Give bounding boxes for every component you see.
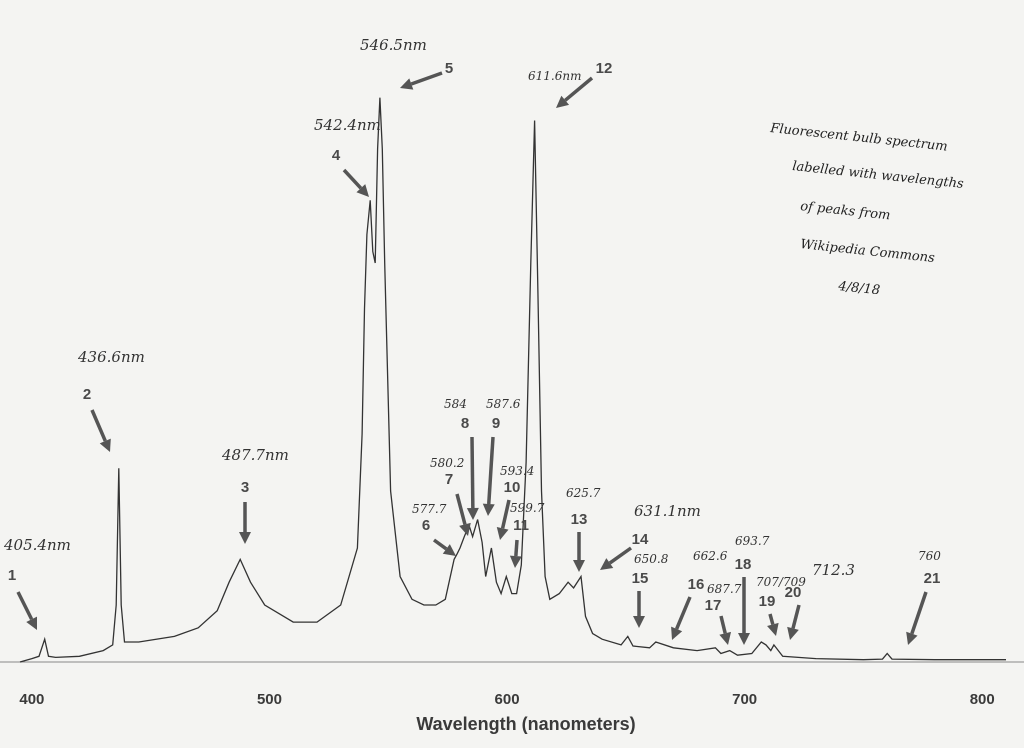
peak-number: 21 — [924, 570, 941, 587]
peak-wavelength-label: 650.8 — [634, 552, 669, 566]
x-tick-label: 400 — [19, 691, 44, 708]
peak-arrow — [719, 615, 727, 634]
peak-number: 2 — [83, 386, 91, 403]
peak-number: 13 — [571, 511, 588, 528]
peak-number: 18 — [735, 556, 752, 573]
peak-arrow — [791, 604, 801, 629]
peak-wavelength-label: 405.4nm — [3, 536, 71, 554]
handwritten-note: Fluorescent bulb spectrum labelled with w… — [769, 121, 965, 298]
peak-wavelength-label: 662.6 — [693, 549, 728, 563]
peak-number: 4 — [332, 147, 341, 164]
peak-arrow-head — [671, 626, 683, 640]
peak-number: 9 — [492, 415, 500, 432]
peak-arrow — [768, 613, 775, 625]
x-tick-label: 800 — [970, 691, 995, 708]
peak-arrow-head — [26, 616, 37, 630]
peak-arrow-head — [787, 626, 799, 640]
peak-wavelength-label: 436.6nm — [77, 348, 145, 366]
peak-number: 3 — [241, 479, 249, 496]
peak-number: 16 — [688, 576, 705, 593]
peak-arrow — [675, 596, 692, 630]
peak-wavelength-label: 584 — [444, 397, 467, 411]
peak-number: 12 — [596, 60, 613, 77]
peak-number: 14 — [632, 531, 649, 548]
peak-arrow — [432, 538, 448, 551]
peak-arrow-head — [509, 555, 522, 568]
peak-arrow — [470, 436, 475, 509]
x-tick-label: 600 — [495, 691, 520, 708]
peak-wavelength-label: 760 — [918, 549, 941, 563]
peak-wavelength-label: 580.2 — [430, 456, 464, 470]
peak-arrow-head — [719, 631, 732, 645]
x-axis-label: Wavelength (nanometers) — [416, 714, 635, 734]
peak-arrow — [514, 539, 519, 557]
peak-number: 1 — [8, 567, 16, 584]
peak-arrow-head — [556, 95, 570, 108]
peak-number: 5 — [445, 60, 453, 77]
peak-arrow-head — [496, 526, 509, 540]
peak-arrow — [500, 499, 511, 529]
peak-wavelength-label: 587.6 — [486, 397, 521, 411]
peak-arrow — [16, 591, 34, 621]
peak-arrow-head — [400, 78, 414, 90]
peak-number: 8 — [461, 415, 469, 432]
peak-arrow-head — [459, 522, 471, 536]
peak-wavelength-label: 546.5nm — [360, 36, 427, 54]
peak-wavelength-label: 631.1nm — [634, 502, 701, 520]
peak-number: 11 — [513, 517, 529, 534]
peak-number: 17 — [705, 597, 722, 614]
peak-wavelength-label: 577.7 — [412, 502, 447, 516]
peak-arrow-head — [442, 544, 456, 556]
x-tick-label: 500 — [257, 691, 282, 708]
peak-wavelength-label: 611.6nm — [528, 69, 581, 83]
peak-arrow-head — [573, 560, 585, 572]
peak-arrow-head — [466, 507, 479, 520]
peak-wavelength-label: 599.7 — [510, 501, 545, 515]
peak-number: 7 — [445, 471, 453, 488]
peak-arrow-head — [239, 532, 251, 544]
peak-wavelength-label: 693.7 — [735, 534, 770, 548]
peak-arrow — [910, 591, 928, 635]
peak-annotations: 405.4nm 1 436.6nm 2 487.7nm 3 542.4nm 4 546.5nm 5… — [3, 36, 941, 645]
peak-arrow — [342, 168, 363, 190]
peak-arrow-head — [356, 184, 369, 197]
peak-wavelength-label: 625.7 — [566, 486, 601, 500]
peak-arrow-head — [767, 622, 779, 636]
note-line: Fluorescent bulb spectrum — [769, 121, 949, 155]
note-line: of peaks from — [800, 199, 891, 223]
peak-wavelength-label: 593.4 — [500, 464, 534, 478]
peak-number: 10 — [504, 479, 521, 496]
peak-wavelength-label: 712.3 — [812, 561, 855, 579]
peak-arrow-head — [600, 558, 614, 570]
peak-number: 6 — [422, 517, 430, 534]
peak-arrow — [487, 436, 495, 505]
peak-arrow-head — [633, 616, 645, 628]
peak-arrow — [455, 493, 467, 525]
peak-number: 20 — [785, 584, 802, 601]
x-tick-label: 700 — [732, 691, 757, 708]
peak-wavelength-label: 687.7 — [707, 582, 742, 596]
note-line: 4/8/18 — [837, 279, 881, 298]
peak-arrow-head — [99, 438, 111, 452]
peak-number: 15 — [632, 570, 649, 587]
peak-wavelength-label: 707/709 — [756, 575, 806, 589]
peak-number: 19 — [759, 593, 776, 610]
peak-arrow-head — [738, 633, 750, 645]
peak-arrow — [608, 546, 633, 565]
x-tick-labels: 400 500 600 700 800 — [19, 691, 994, 708]
peak-arrow — [90, 409, 107, 442]
peak-arrow — [564, 76, 594, 102]
peak-wavelength-label: 542.4nm — [314, 116, 381, 134]
spectrum-line — [19, 97, 1006, 663]
note-line: labelled with wavelengths — [792, 159, 965, 192]
peak-arrow — [410, 71, 443, 86]
peak-arrow-head — [482, 503, 495, 516]
note-line: Wikipedia Commons — [800, 237, 936, 266]
peak-arrow-head — [906, 631, 918, 645]
peak-wavelength-label: 487.7nm — [221, 446, 289, 464]
